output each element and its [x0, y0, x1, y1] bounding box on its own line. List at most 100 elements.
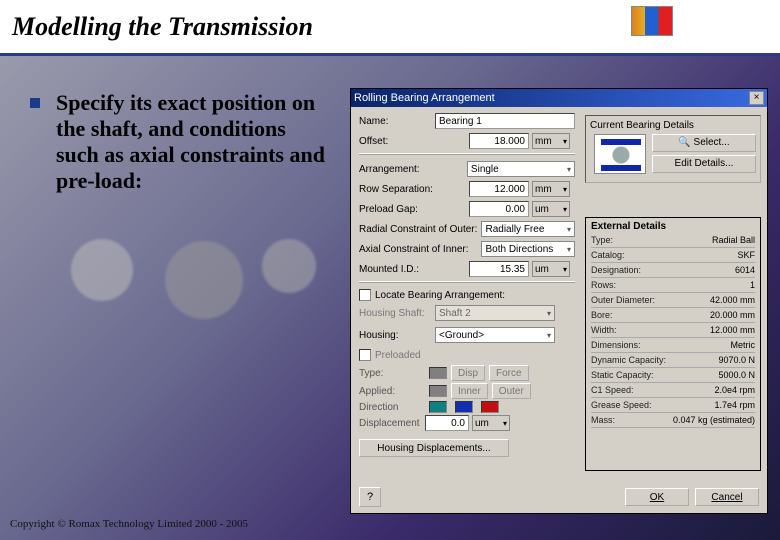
romax-logo: Romax TECHNOLOGY	[631, 6, 768, 36]
ext-value: 0.047 kg (estimated)	[673, 415, 755, 425]
row-sep-unit-select[interactable]: mm	[532, 181, 570, 197]
label-housing-shaft: Housing Shaft:	[359, 308, 435, 319]
dialog-titlebar[interactable]: Rolling Bearing Arrangement ×	[351, 89, 767, 107]
direction-swatch-c[interactable]	[481, 401, 499, 413]
ext-value: SKF	[737, 250, 755, 260]
slide-root: Modelling the Transmission Romax TECHNOL…	[0, 0, 780, 540]
external-details-rows: Type: Radial Ball Catalog: SKF Designation: 6…	[591, 235, 755, 428]
label-type: Type:	[359, 368, 425, 379]
ext-row: Bore:20.000 mm	[591, 310, 755, 320]
preload-group: Preloaded Type: Disp Force Applied: Inne…	[359, 349, 575, 431]
ext-key: Dynamic Capacity:	[591, 355, 666, 365]
bullet-text: Specify its exact position on the shaft,…	[56, 90, 326, 194]
romax-logo-mark	[631, 6, 673, 36]
ext-row: Dimensions: Metric	[591, 340, 755, 350]
bearing-dialog: Rolling Bearing Arrangement × Name: Offs…	[350, 88, 768, 514]
ext-value: 9070.0 N	[718, 355, 755, 365]
copyright-text: Copyright © Romax Technology Limited 200…	[10, 518, 248, 530]
ext-value: 42.000 mm	[710, 295, 755, 305]
bearing-icon	[594, 134, 646, 174]
ext-value: 6014	[735, 265, 755, 275]
ext-row: Type: Radial Ball	[591, 235, 755, 245]
preload-gap-unit-select[interactable]: um	[532, 201, 570, 217]
ext-key: Type:	[591, 235, 613, 245]
edit-details-button[interactable]: Edit Details...	[652, 155, 756, 173]
help-button[interactable]: ?	[359, 487, 381, 507]
applied-inner-button[interactable]: Inner	[451, 383, 488, 399]
axial-inner-select[interactable]: Both Directions	[481, 241, 575, 257]
label-housing: Housing:	[359, 330, 435, 341]
ext-row: Designation: 6014	[591, 265, 755, 275]
label-preload-gap: Preload Gap:	[359, 204, 469, 215]
label-arrangement: Arrangement:	[359, 164, 467, 175]
ext-key: Designation:	[591, 265, 641, 275]
label-displacement: Displacement	[359, 418, 425, 429]
mounted-id-input[interactable]	[469, 261, 529, 277]
label-mounted-id: Mounted I.D.:	[359, 264, 469, 275]
logo-name: Romax	[679, 7, 768, 27]
divider	[359, 281, 575, 283]
romax-logo-text: Romax TECHNOLOGY	[679, 7, 768, 35]
name-input[interactable]	[435, 113, 575, 129]
offset-input[interactable]	[469, 133, 529, 149]
type-swatch	[429, 367, 447, 379]
radial-outer-select[interactable]: Radially Free	[481, 221, 575, 237]
direction-swatch-b[interactable]	[455, 401, 473, 413]
housing-select[interactable]: <Ground>	[435, 327, 555, 343]
row-sep-input[interactable]	[469, 181, 529, 197]
type-disp-button[interactable]: Disp	[451, 365, 485, 381]
logo-sub: TECHNOLOGY	[679, 27, 768, 35]
displacement-input[interactable]	[425, 415, 469, 431]
ext-key: Static Capacity:	[591, 370, 654, 380]
locate-checkbox[interactable]	[359, 289, 371, 301]
label-preloaded: Preloaded	[375, 350, 421, 361]
ext-value: 20.000 mm	[710, 310, 755, 320]
type-force-button[interactable]: Force	[489, 365, 529, 381]
bullet-marker	[30, 98, 40, 108]
background-gears-image	[0, 170, 340, 370]
ext-row: Rows:1	[591, 280, 755, 290]
ext-key: Catalog:	[591, 250, 625, 260]
housing-shaft-select[interactable]: Shaft 2	[435, 305, 555, 321]
ext-row: C1 Speed: 2.0e4 rpm	[591, 385, 755, 395]
ext-value: 5000.0 N	[718, 370, 755, 380]
direction-swatch-a	[429, 401, 447, 413]
arrangement-select[interactable]: Single	[467, 161, 575, 177]
applied-outer-button[interactable]: Outer	[492, 383, 531, 399]
close-icon[interactable]: ×	[749, 91, 764, 105]
ext-key: Dimensions:	[591, 340, 641, 350]
mounted-id-unit-select[interactable]: um	[532, 261, 570, 277]
current-bearing-header: Current Bearing Details	[590, 120, 756, 131]
ext-key: Mass:	[591, 415, 615, 425]
ext-value: Metric	[731, 340, 756, 350]
offset-unit-select[interactable]: mm	[532, 133, 570, 149]
dialog-footer: ? OK Cancel	[359, 487, 759, 507]
ext-key: Rows:	[591, 280, 616, 290]
ext-value: 1.7e4 rpm	[714, 400, 755, 410]
dialog-title: Rolling Bearing Arrangement	[354, 92, 495, 104]
ext-value: 12.000 mm	[710, 325, 755, 335]
ext-key: C1 Speed:	[591, 385, 634, 395]
ext-row: Grease Speed: 1.7e4 rpm	[591, 400, 755, 410]
ext-row: Catalog: SKF	[591, 250, 755, 260]
divider	[359, 153, 575, 155]
ext-value: Radial Ball	[712, 235, 755, 245]
ext-key: Grease Speed:	[591, 400, 652, 410]
ext-key: Width:	[591, 325, 617, 335]
ext-row: Mass: 0.047 kg (estimated)	[591, 415, 755, 425]
ext-value: 2.0e4 rpm	[714, 385, 755, 395]
slide-title: Modelling the Transmission	[12, 12, 313, 42]
label-radial-outer: Radial Constraint of Outer:	[359, 224, 481, 235]
external-details-box: External Details Type:Radial BallCatalog…	[585, 217, 761, 471]
cancel-button[interactable]: Cancel	[695, 488, 759, 506]
preload-gap-input[interactable]	[469, 201, 529, 217]
ext-key: Outer Diameter:	[591, 295, 655, 305]
label-direction: Direction	[359, 402, 425, 413]
preloaded-checkbox[interactable]	[359, 349, 371, 361]
ext-row: Width: 12.000 mm	[591, 325, 755, 335]
select-bearing-button[interactable]: 🔍 Select...	[652, 134, 756, 152]
ok-button[interactable]: OK	[625, 488, 689, 506]
housing-displacements-button[interactable]: Housing Displacements...	[359, 439, 509, 457]
displacement-unit-select[interactable]: um	[472, 415, 510, 431]
label-axial-inner: Axial Constraint of Inner:	[359, 244, 481, 255]
